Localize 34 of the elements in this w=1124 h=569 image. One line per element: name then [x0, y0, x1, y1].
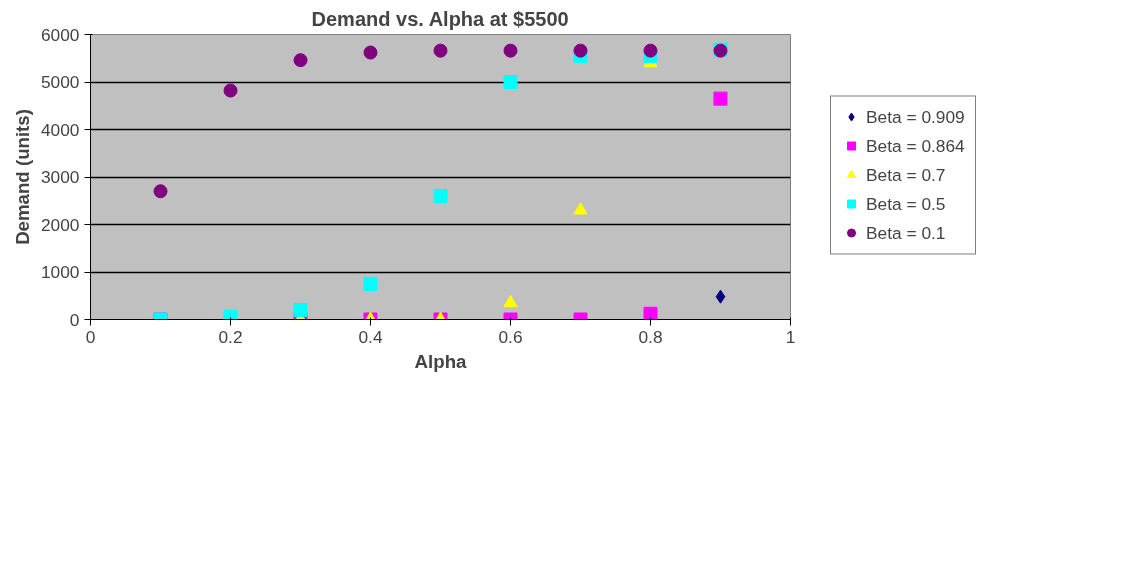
y-tick-label: 3000 — [40, 167, 80, 187]
point — [503, 294, 518, 308]
x-tick-label: 0 — [85, 326, 96, 347]
x-tick-label: 0.6 — [498, 326, 523, 347]
x-tick-label: 0.8 — [638, 326, 663, 347]
point — [223, 83, 238, 98]
legend-label: Beta = 0.864 — [866, 135, 965, 156]
point — [433, 43, 448, 58]
point — [573, 202, 588, 215]
point — [713, 91, 728, 106]
point — [573, 43, 588, 58]
y-tick-label: 6000 — [40, 24, 80, 45]
point — [153, 184, 168, 199]
legend-label: Beta = 0.1 — [866, 222, 946, 243]
legend-label: Beta = 0.909 — [866, 106, 965, 127]
x-axis-title: Alpha — [414, 350, 468, 372]
y-tick-label: 1000 — [40, 262, 80, 282]
y-tick-label: 4000 — [40, 119, 80, 140]
point — [293, 53, 308, 68]
x-tick-label: 0.4 — [358, 326, 383, 347]
chart-title: Demand vs. Alpha at $5500 — [311, 7, 569, 30]
point — [363, 45, 378, 60]
x-tick-label: 1 — [785, 326, 796, 347]
legend-label: Beta = 0.7 — [866, 164, 946, 185]
y-tick-label: 5000 — [40, 72, 80, 92]
y-tick-label: 2000 — [40, 214, 80, 235]
point — [503, 75, 518, 89]
point — [643, 43, 658, 58]
legend-label: Beta = 0.5 — [866, 193, 946, 214]
y-tick-label: 0 — [69, 309, 80, 330]
point — [433, 189, 448, 203]
x-tick-label: 0.2 — [218, 326, 243, 347]
y-axis-title: Demand (units) — [11, 109, 33, 245]
point — [503, 43, 518, 58]
